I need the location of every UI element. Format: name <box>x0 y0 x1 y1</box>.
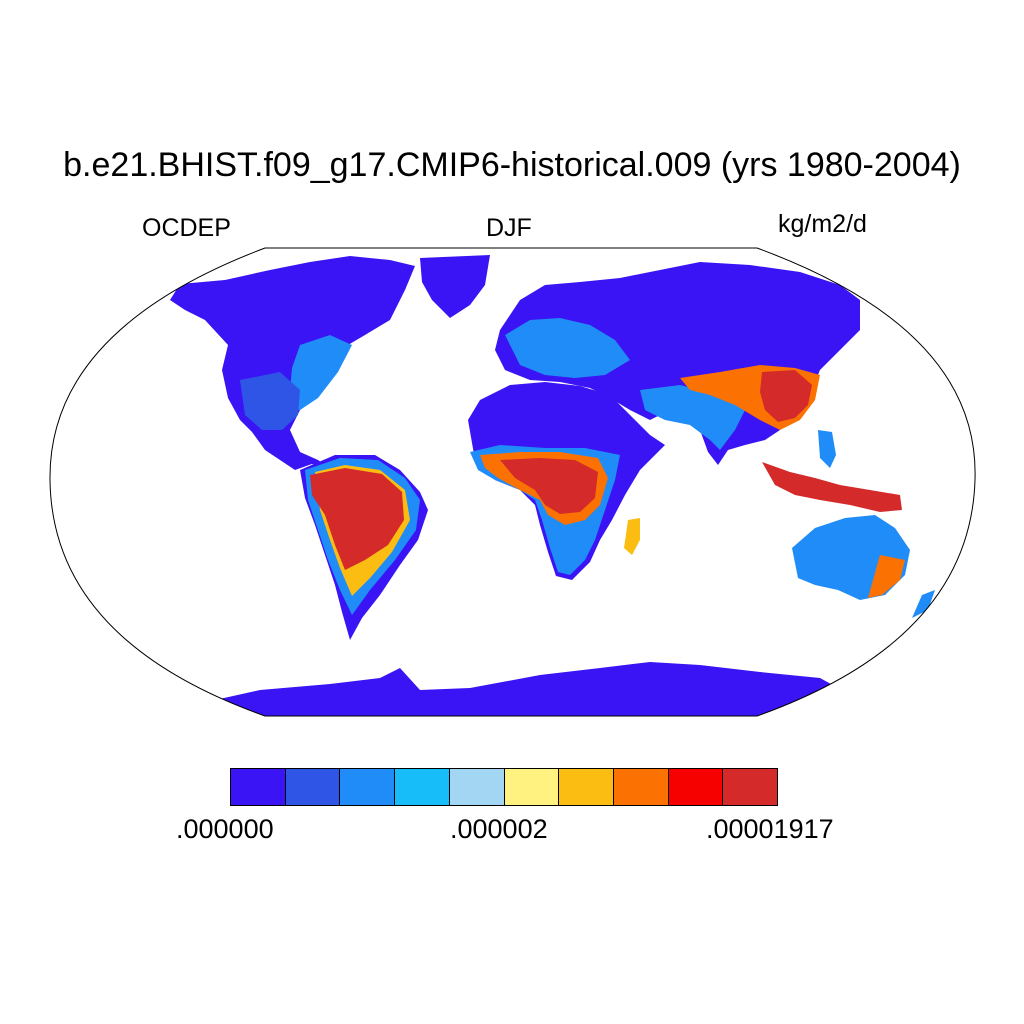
map-outline <box>49 247 976 717</box>
north-america-south-band <box>240 372 300 430</box>
land-layer <box>170 255 935 716</box>
philippines-region <box>818 430 836 468</box>
colorbar-swatch-7 <box>613 769 669 805</box>
maritime-continent-region <box>762 462 902 512</box>
colorbar <box>230 768 778 806</box>
china-core-region <box>760 370 812 422</box>
colorbar-tick-max: .00001917 <box>706 814 834 844</box>
colorbar-swatch-9 <box>723 769 778 805</box>
south-asia-band <box>640 385 745 450</box>
africa-core-region <box>500 458 598 514</box>
season-label: DJF <box>486 214 532 242</box>
new-zealand-region <box>912 590 935 618</box>
colorbar-swatch-1 <box>285 769 341 805</box>
colorbar-swatch-2 <box>340 769 396 805</box>
colorbar-swatch-6 <box>559 769 614 805</box>
amazon-core-region <box>310 468 404 570</box>
colorbar-swatch-5 <box>504 769 560 805</box>
colorbar-tick-mid: .000002 <box>450 814 548 844</box>
colorbar-swatch-0 <box>231 769 286 805</box>
colorbar-tick-min: .000000 <box>176 814 274 844</box>
greenland-region <box>420 255 490 318</box>
north-america-region <box>170 256 415 470</box>
colorbar-swatch-8 <box>668 769 724 805</box>
units-label: kg/m2/d <box>778 210 867 238</box>
colorbar-swatch-3 <box>395 769 450 805</box>
colorbar-swatch-4 <box>449 769 505 805</box>
europe-light-band <box>505 318 630 378</box>
madagascar-region <box>624 518 640 555</box>
variable-label: OCDEP <box>142 214 231 242</box>
plot-title: b.e21.BHIST.f09_g17.CMIP6-historical.009… <box>63 146 961 184</box>
antarctica-region <box>200 662 870 716</box>
australia-east-band <box>868 555 905 598</box>
